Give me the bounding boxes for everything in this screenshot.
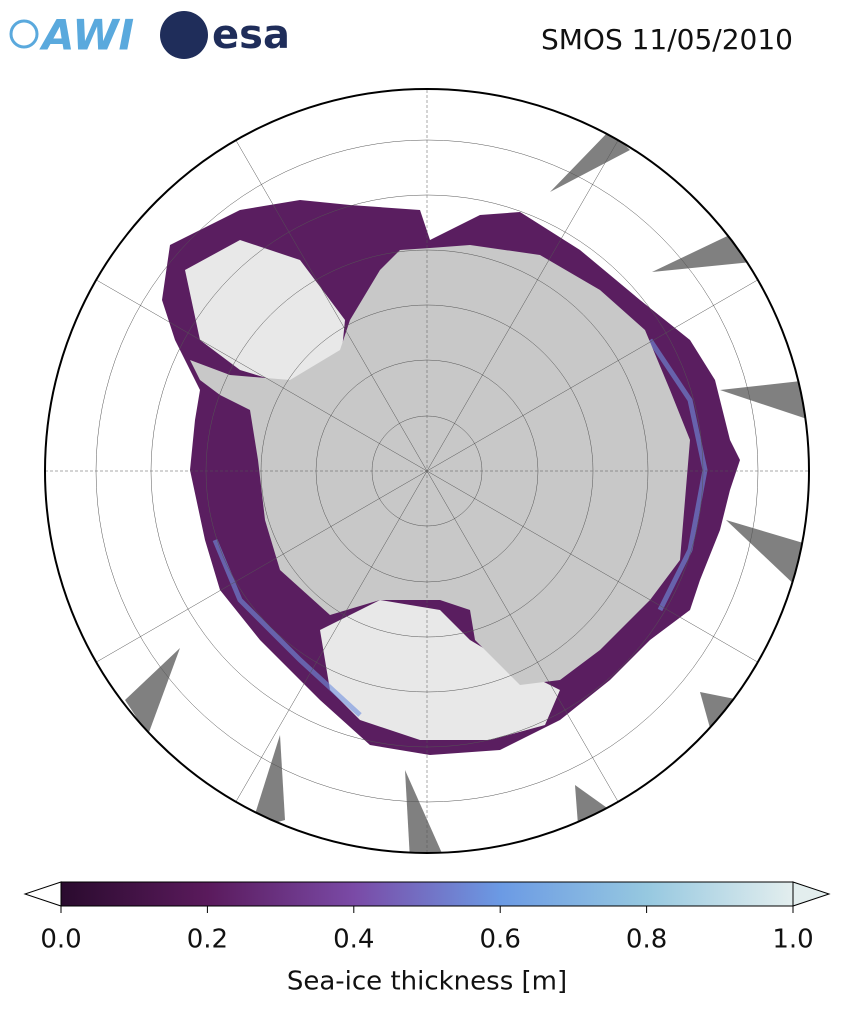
map: [45, 89, 809, 853]
colorbar-tick-label: 0.6: [480, 925, 521, 955]
ross-ice: [320, 600, 560, 740]
colorbar-tick-label: 1.0: [772, 925, 813, 955]
colorbar-gradient: [60, 881, 794, 907]
thin-ice-band: [212, 338, 708, 717]
esa-globe: [160, 11, 208, 59]
colorbar-label: Sea-ice thickness [m]: [287, 967, 567, 997]
weddell-ice: [185, 240, 345, 385]
antarctica: [190, 245, 690, 685]
title: SMOS 11/05/2010: [541, 23, 793, 56]
awi-text: AWI: [39, 11, 134, 60]
esa-logo: esa: [160, 11, 290, 59]
missing-data-wedges: [125, 130, 809, 853]
colorbar-extend-max: [792, 881, 831, 907]
graticule: [45, 89, 809, 853]
awi-globe: [9, 19, 39, 49]
colorbar-tick-label: 0.8: [626, 925, 667, 955]
colorbar-tick-label: 0.0: [40, 925, 81, 955]
colorbar: Sea-ice thickness [m] 0.0 0.2 0.4 0.6 0.8 1.0: [23, 881, 831, 997]
colorbar-extend-min: [23, 881, 62, 907]
colorbar-tick-label: 0.4: [333, 925, 374, 955]
map-border: [44, 88, 810, 854]
esa-text: esa: [212, 12, 290, 58]
awi-logo: AWI: [9, 11, 134, 60]
colorbar-tick-label: 0.2: [187, 925, 228, 955]
